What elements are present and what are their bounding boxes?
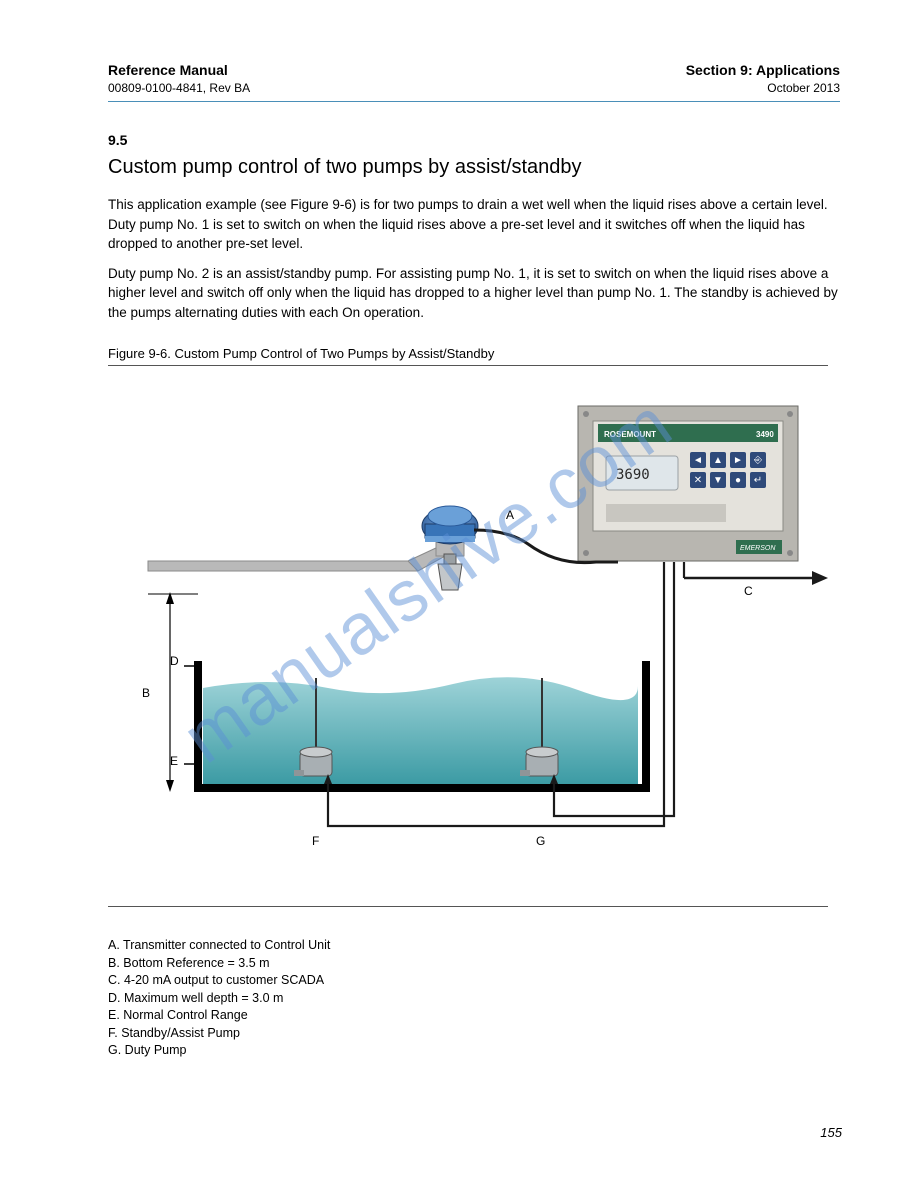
header-title-right: Section 9: Applications (686, 62, 840, 78)
paragraph-1: This application example (see Figure 9-6… (108, 195, 840, 254)
mounting-bracket (148, 542, 464, 571)
label-E: E (170, 754, 178, 768)
svg-text:3690: 3690 (616, 467, 650, 483)
tank (198, 661, 646, 788)
svg-text:ROSEMOUNT: ROSEMOUNT (604, 430, 656, 439)
legend-D: D. Maximum well depth = 3.0 m (108, 990, 840, 1008)
label-D: D (170, 654, 179, 668)
figure-diagram: ROSEMOUNT 3490 3690 ◄ ▲ ► ⎆ (108, 366, 828, 886)
header-sub-left: 00809-0100-4841, Rev BA (108, 81, 250, 95)
label-C: C (744, 584, 753, 598)
wire-output-C (684, 562, 828, 585)
label-G: G (536, 834, 545, 848)
label-A: A (506, 508, 514, 522)
svg-text:⎆: ⎆ (754, 455, 762, 466)
body-text: This application example (see Figure 9-6… (108, 195, 840, 322)
header-rule (108, 101, 840, 102)
svg-text:◄: ◄ (693, 455, 703, 466)
figure-bottom-rule (108, 906, 828, 907)
header-title-left: Reference Manual (108, 62, 228, 78)
label-F: F (312, 834, 319, 848)
section-title: Custom pump control of two pumps by assi… (108, 156, 840, 179)
diagram-svg: ROSEMOUNT 3490 3690 ◄ ▲ ► ⎆ (108, 366, 828, 886)
paragraph-2: Duty pump No. 2 is an assist/standby pum… (108, 264, 840, 323)
label-B: B (142, 686, 150, 700)
legend-F: F. Standby/Assist Pump (108, 1025, 840, 1043)
figure-caption: Figure 9-6. Custom Pump Control of Two P… (108, 346, 840, 361)
header-sub-right: October 2013 (767, 81, 840, 95)
page-number: 155 (820, 1125, 842, 1140)
controller-unit: ROSEMOUNT 3490 3690 ◄ ▲ ► ⎆ (578, 406, 798, 561)
svg-text:EMERSON: EMERSON (740, 545, 776, 552)
svg-text:▼: ▼ (713, 475, 723, 486)
legend-A: A. Transmitter connected to Control Unit (108, 937, 840, 955)
svg-text:●: ● (735, 475, 741, 486)
section-number: 9.5 (108, 132, 840, 148)
svg-text:►: ► (733, 455, 743, 466)
svg-text:▲: ▲ (713, 455, 723, 466)
legend-B: B. Bottom Reference = 3.5 m (108, 955, 840, 973)
svg-text:✕: ✕ (694, 475, 702, 486)
figure-legend: A. Transmitter connected to Control Unit… (108, 937, 840, 1060)
legend-C: C. 4-20 mA output to customer SCADA (108, 972, 840, 990)
legend-E: E. Normal Control Range (108, 1007, 840, 1025)
legend-G: G. Duty Pump (108, 1042, 840, 1060)
svg-text:3490: 3490 (756, 430, 774, 439)
svg-text:↵: ↵ (754, 475, 762, 486)
